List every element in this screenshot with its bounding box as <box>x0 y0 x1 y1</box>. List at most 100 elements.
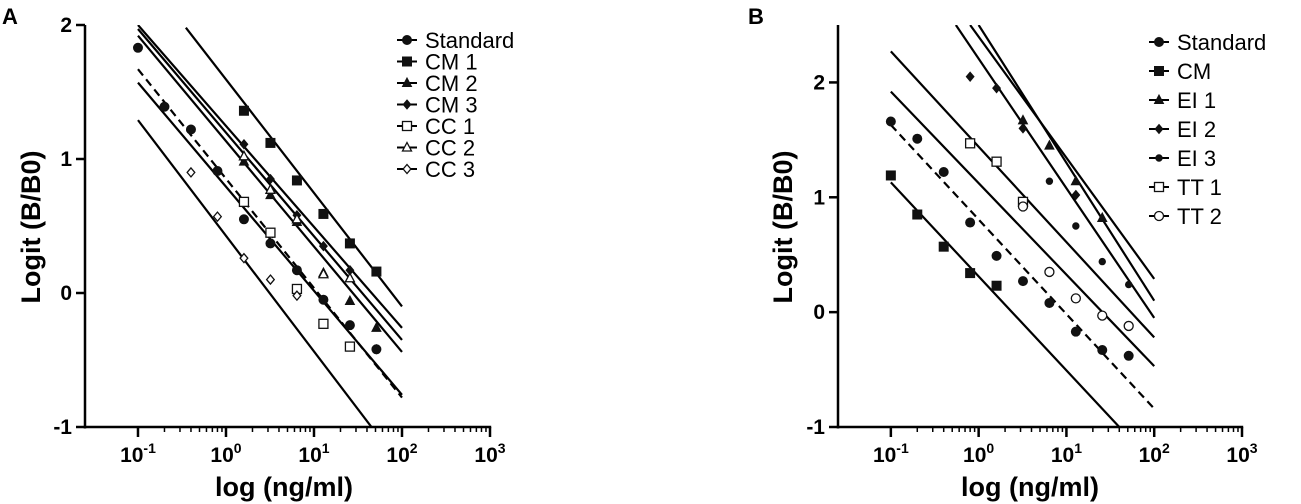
fit-line-cm-b <box>890 181 1121 427</box>
legend-item-tt-2-b: TT 2 <box>1149 204 1222 229</box>
legend-marker-cm-2-a <box>401 76 413 87</box>
chart-panel-a: A Logit (B/B0) log (ng/ml) 210-110-1 100 1… <box>2 4 514 502</box>
point-cc-2-a <box>291 212 303 224</box>
x-tick-label-b: 102 <box>1139 440 1170 467</box>
point-ei-2-b <box>992 82 1002 94</box>
fit-line-tt-1-b <box>890 90 1156 367</box>
legend-marker-standard-a <box>402 35 412 45</box>
point-cm-1-a <box>371 266 382 277</box>
point-standard-b <box>1017 276 1028 287</box>
legend-label-cc-1-a: CC 1 <box>425 114 475 139</box>
point-cc-1-a <box>238 196 250 208</box>
legend-label-cm-1-a: CM 1 <box>425 50 478 75</box>
point-cm-3-a <box>318 240 328 252</box>
point-cm-3-a <box>239 138 249 150</box>
point-ei-2-b <box>1071 189 1081 201</box>
y-axis-label-a: Logit (B/B0) <box>16 151 46 304</box>
point-cc-3-a <box>292 290 302 302</box>
point-standard-a <box>265 238 276 249</box>
point-standard-a <box>185 124 196 135</box>
point-cm-1-a <box>238 105 249 116</box>
point-cc-1-a <box>265 227 276 238</box>
fit-line-ei-3-b <box>954 25 1156 319</box>
chart-panel-b: B Logit (B/B0) log (ng/ml) 210-110-1 100 1… <box>748 4 1266 502</box>
legend-marker-tt-1-b <box>1153 181 1165 193</box>
point-cc-2-a <box>264 183 277 194</box>
x-tick-label-a: 10-1 <box>120 440 156 467</box>
x-tick-label-a: 100 <box>210 440 241 467</box>
legend-item-ei-2-b: EI 2 <box>1149 117 1216 142</box>
point-ei-2-b <box>965 71 975 82</box>
point-standard-b <box>1070 326 1081 337</box>
point-tt-2-b <box>1097 310 1108 321</box>
point-standard-b <box>965 217 976 228</box>
point-cc-2-a <box>344 271 356 283</box>
point-standard-a <box>291 265 302 276</box>
y-tick-label-b: 2 <box>813 71 825 94</box>
axes-a: 210-110-1 100 101 102 103 <box>53 14 505 467</box>
x-tick-label-b: 103 <box>1226 440 1257 467</box>
fit-line-cc-3-a <box>137 119 373 427</box>
y-tick-label-b: 0 <box>813 301 825 324</box>
point-standard-b <box>1097 345 1108 356</box>
fit-line-tt-2-b <box>890 50 1156 339</box>
point-cm-2-a <box>238 155 250 166</box>
fit-line-cm-1-a <box>184 27 403 308</box>
legend-b: Standard CM EI 1 EI 2 EI 3 TT 1 TT 2 <box>1149 30 1266 229</box>
point-cm-b <box>938 241 949 252</box>
legend-label-cm-b: CM <box>1177 59 1211 84</box>
point-tt-2-b <box>1070 293 1081 304</box>
point-standard-a <box>344 320 355 331</box>
y-tick-label-a: 0 <box>60 282 72 305</box>
legend-item-standard-a: Standard <box>397 28 514 53</box>
legend-marker-cc-2-a <box>401 141 413 152</box>
x-tick-label-a: 103 <box>474 440 505 467</box>
point-cc-3-a <box>265 274 276 286</box>
legend-item-ei-1-b: EI 1 <box>1149 88 1216 113</box>
point-standard-b <box>912 133 923 144</box>
legend-marker-standard-b <box>1154 37 1164 47</box>
legend-item-cc-3-a: CC 3 <box>397 157 475 182</box>
point-cc-3-a <box>186 166 196 178</box>
point-ei-2-b <box>1018 123 1028 134</box>
point-standard-a <box>132 42 143 53</box>
legend-label-standard-a: Standard <box>425 28 514 53</box>
legend-label-cm-3-a: CM 3 <box>425 93 478 118</box>
x-tick-label-b: 101 <box>1051 440 1082 467</box>
y-axis-label-b: Logit (B/B0) <box>768 151 798 304</box>
legend-marker-cc-3-a <box>402 163 412 175</box>
point-tt-2-b <box>1017 201 1029 212</box>
x-tick-label-b: 10-1 <box>873 440 909 467</box>
axes-b: 210-110-1 100 101 102 103 <box>806 25 1258 467</box>
legend-marker-cm-b <box>1154 66 1164 76</box>
point-ei-1-b <box>1044 139 1055 150</box>
plot-area-b <box>890 25 1156 427</box>
point-standard-b <box>1044 297 1055 308</box>
legend-label-ei-1-b: EI 1 <box>1177 88 1216 113</box>
y-tick-label-b: -1 <box>806 416 825 439</box>
point-cm-2-a <box>344 294 356 306</box>
point-cm-1-a <box>318 208 329 219</box>
point-cm-1-a <box>344 238 355 249</box>
legend-item-ei-3-b: EI 3 <box>1149 146 1216 171</box>
point-standard-a <box>212 166 223 177</box>
legend-item-cc-2-a: CC 2 <box>397 136 475 161</box>
point-cc-1-a <box>344 341 356 352</box>
point-cm-1-a <box>291 175 302 186</box>
panel-letter-a: A <box>2 4 18 29</box>
fit-line-ei-2-b <box>969 25 1156 280</box>
plot-area-a <box>137 25 403 427</box>
point-standard-b <box>1123 350 1134 361</box>
legend-label-ei-3-b: EI 3 <box>1177 146 1216 171</box>
point-cm-2-a <box>265 189 276 200</box>
point-standard-a <box>238 214 249 225</box>
legend-label-cc-3-a: CC 3 <box>425 157 475 182</box>
point-cc-1-a <box>318 318 329 329</box>
x-tick-label-b: 100 <box>963 440 994 467</box>
point-cc-3-a <box>212 211 223 223</box>
legend-item-cm-b: CM <box>1149 59 1211 84</box>
point-tt-1-b <box>964 138 976 149</box>
legend-marker-ei-1-b <box>1153 93 1165 104</box>
legend-item-cc-1-a: CC 1 <box>397 114 475 139</box>
